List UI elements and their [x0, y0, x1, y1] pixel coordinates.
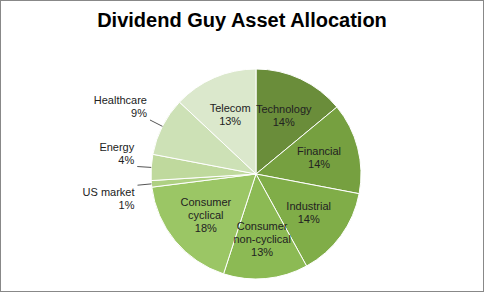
- svg-text:Healthcare9%: Healthcare9%: [94, 94, 147, 119]
- svg-text:Energy4%: Energy4%: [99, 141, 134, 166]
- svg-text:Telecom13%: Telecom13%: [210, 102, 251, 127]
- svg-text:Consumercyclical18%: Consumercyclical18%: [180, 196, 231, 234]
- html-text:Dividend Guy Asset Allocation: Dividend Guy Asset Allocation: [97, 9, 387, 31]
- svg-text:Consumernon-cyclical13%: Consumernon-cyclical13%: [233, 220, 290, 258]
- svg-text:US market1%: US market1%: [83, 186, 135, 211]
- svg-text:Technology14%: Technology14%: [256, 103, 312, 128]
- svg-text:Industrial14%: Industrial14%: [286, 200, 331, 225]
- svg-text:Financial14%: Financial14%: [297, 145, 341, 170]
